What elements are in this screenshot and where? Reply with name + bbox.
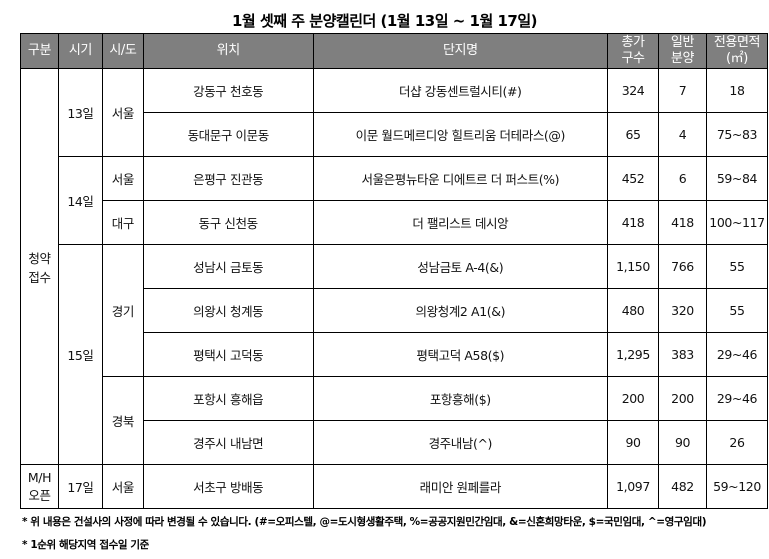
total-units-cell: 200 [607, 376, 660, 421]
header-period: 시기 [57, 33, 103, 69]
sales-calendar-table: 구분 시기 시/도 위치 단지명 총가 구수 일반 분양 전용면적 (㎡) 청약 접수 13일 서… [20, 33, 769, 509]
location-cell: 의왕시 청계동 [142, 288, 314, 333]
header-exclusive-area: 전용면적 (㎡) [705, 33, 769, 69]
general-sale-cell: 482 [658, 464, 707, 509]
header-province: 시/도 [101, 33, 144, 69]
general-sale-cell: 766 [658, 244, 707, 289]
area-cell: 26 [705, 420, 769, 465]
general-sale-cell: 7 [658, 68, 707, 113]
complex-cell: 의왕청계2 A1(&) [312, 288, 609, 333]
header-general-sale: 일반 분양 [658, 33, 707, 69]
total-units-cell: 1,295 [607, 332, 660, 377]
table-row: 경주시 내남면 경주내남(^) 90 90 26 [21, 420, 769, 465]
location-cell: 동대문구 이문동 [142, 112, 314, 157]
general-sale-cell: 90 [658, 420, 707, 465]
total-units-cell: 65 [607, 112, 660, 157]
area-cell: 55 [705, 244, 769, 289]
region-cell: 서울 [101, 156, 144, 201]
total-units-cell: 480 [607, 288, 660, 333]
page-title: 1월 셋째 주 분양캘린더 (1월 13일 ~ 1월 17일) [231, 12, 538, 30]
header-complex-name: 단지명 [312, 33, 609, 69]
total-units-cell: 324 [607, 68, 660, 113]
general-sale-cell: 418 [658, 200, 707, 245]
general-sale-cell: 4 [658, 112, 707, 157]
region-cell: 대구 [101, 200, 144, 245]
table-row: M/H 오픈 17일 서울 서초구 방배동 래미안 원페를라 1,097 482 59~120 [20, 464, 769, 509]
table-row: 청약 접수 13일 서울 강동구 천호동 더샵 강동센트럴시티(#) 324 7 18 [20, 68, 769, 465]
category-cell: 청약 접수 [20, 68, 59, 465]
location-cell: 서초구 방배동 [142, 464, 314, 509]
location-cell: 은평구 진관동 [142, 156, 314, 201]
complex-cell: 경주내남(^) [312, 420, 609, 465]
complex-cell: 서울은평뉴타운 디에트르 더 퍼스트(%) [312, 156, 609, 201]
general-sale-cell: 320 [658, 288, 707, 333]
area-cell: 75~83 [705, 112, 769, 157]
total-units-cell: 1,097 [607, 464, 660, 509]
header-location: 위치 [142, 33, 314, 69]
area-cell: 100~117 [705, 200, 769, 245]
location-cell: 성남시 금토동 [142, 244, 314, 289]
footnote-changes: * 위 내용은 건설사의 사정에 따라 변경될 수 있습니다. (#=오피스텔,… [22, 516, 707, 528]
region-cell: 경기 [101, 244, 144, 377]
area-cell: 18 [705, 68, 769, 113]
location-cell: 경주시 내남면 [142, 420, 314, 465]
region-cell: 경북 [101, 376, 144, 465]
category-cell: M/H 오픈 [20, 464, 59, 509]
location-cell: 포항시 흥해읍 [142, 376, 314, 421]
header-row: 구분 시기 시/도 위치 단지명 총가 구수 일반 분양 전용면적 (㎡) [20, 33, 769, 69]
total-units-cell: 418 [607, 200, 660, 245]
complex-cell: 성남금토 A-4(&) [312, 244, 609, 289]
area-cell: 29~46 [705, 376, 769, 421]
complex-cell: 더샵 강동센트럴시티(#) [312, 68, 609, 113]
region-cell: 서울 [101, 68, 144, 157]
table-row: 의왕시 청계동 의왕청계2 A1(&) 480 320 55 [21, 288, 769, 333]
date-cell: 14일 [57, 156, 103, 245]
total-units-cell: 452 [607, 156, 660, 201]
general-sale-cell: 6 [658, 156, 707, 201]
date-cell: 15일 [57, 244, 103, 465]
header-total-units: 총가 구수 [607, 33, 660, 69]
table-row: 14일 서울 은평구 진관동 서울은평뉴타운 디에트르 더 퍼스트(%) 452 6 59~… [21, 156, 769, 245]
total-units-cell: 1,150 [607, 244, 660, 289]
table-row: 대구 동구 신천동 더 팰리스트 데시앙 418 418 100~117 [21, 200, 769, 245]
table-row: 동대문구 이문동 이문 월드메르디앙 힐트리움 더테라스(@) 65 4 75~83 [21, 112, 769, 157]
location-cell: 평택시 고덕동 [142, 332, 314, 377]
complex-cell: 더 팰리스트 데시앙 [312, 200, 609, 245]
complex-cell: 포항흥해($) [312, 376, 609, 421]
general-sale-cell: 200 [658, 376, 707, 421]
header-category: 구분 [20, 33, 59, 69]
region-cell: 서울 [101, 464, 144, 509]
area-cell: 59~84 [705, 156, 769, 201]
location-cell: 강동구 천호동 [142, 68, 314, 113]
location-cell: 동구 신천동 [142, 200, 314, 245]
area-cell: 59~120 [705, 464, 769, 509]
date-cell: 17일 [57, 464, 103, 509]
table-row: 경북 포항시 흥해읍 포항흥해($) 200 200 29~46 [21, 376, 769, 465]
table-row: 15일 경기 성남시 금토동 성남금토 A-4(&) 1,150 766 55 [21, 244, 769, 465]
total-units-cell: 90 [607, 420, 660, 465]
area-cell: 55 [705, 288, 769, 333]
complex-cell: 래미안 원페를라 [312, 464, 609, 509]
complex-cell: 평택고덕 A58($) [312, 332, 609, 377]
area-cell: 29~46 [705, 332, 769, 377]
general-sale-cell: 383 [658, 332, 707, 377]
date-cell: 13일 [57, 68, 103, 157]
footnote-basis: * 1순위 해당지역 접수일 기준 [22, 539, 149, 551]
complex-cell: 이문 월드메르디앙 힐트리움 더테라스(@) [312, 112, 609, 157]
